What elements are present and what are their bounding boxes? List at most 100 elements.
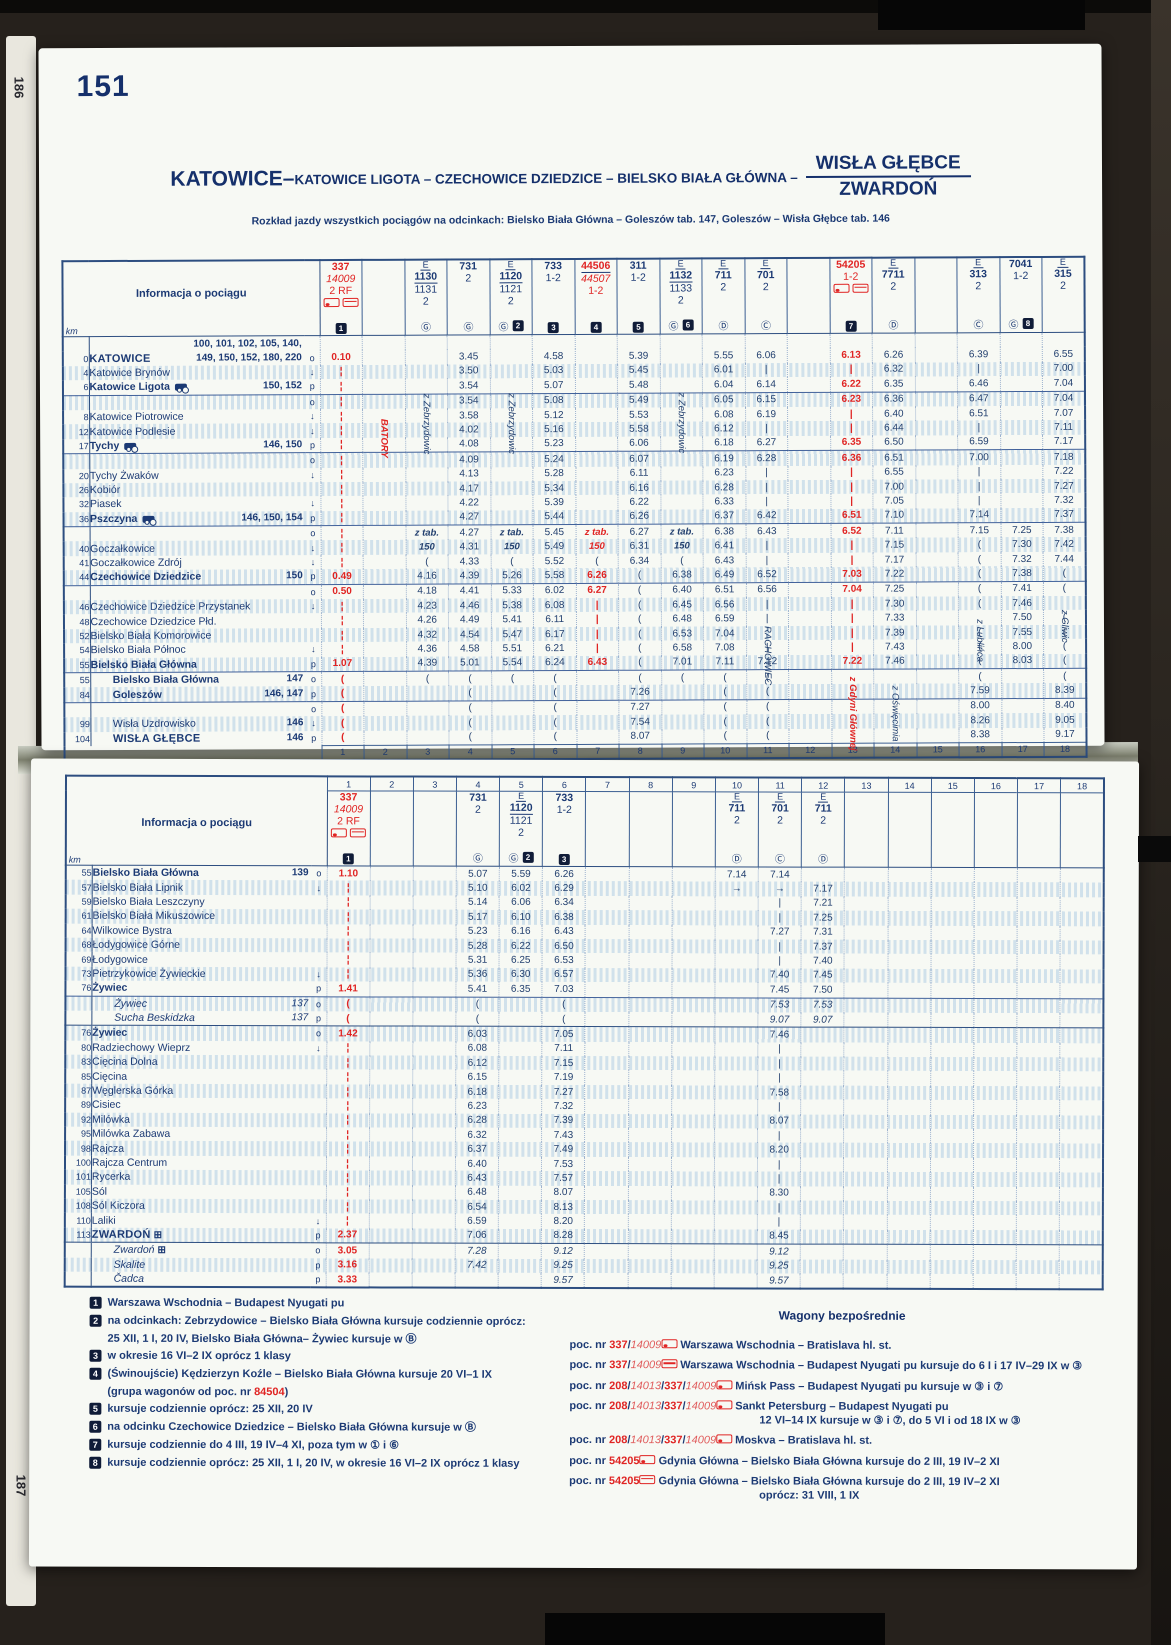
time-cell: 150: [405, 540, 449, 555]
class-info: 2: [720, 281, 727, 294]
time-cell: 7.07: [1042, 405, 1086, 421]
time-cell: [1060, 983, 1104, 999]
time-cell: 7.31: [801, 925, 845, 940]
time-cell: ¦: [320, 423, 363, 438]
train-column-header: [413, 791, 457, 867]
time-cell: 5.39: [617, 349, 660, 364]
time-cell: 6.51: [830, 508, 874, 524]
time-cell: 6.27: [745, 435, 788, 451]
time-value: 4.27: [459, 511, 480, 523]
time-cell: [1001, 683, 1044, 699]
time-value: 4.46: [459, 600, 480, 612]
time-cell: [628, 1099, 672, 1114]
train-number: 731: [459, 260, 477, 273]
time-cell: [363, 656, 407, 672]
time-value: (: [723, 716, 727, 728]
time-cell: [369, 938, 413, 953]
time-cell: 5.54: [491, 655, 534, 671]
time-value: 5.24: [544, 453, 564, 465]
time-value: 8.20: [769, 1144, 789, 1156]
time-cell: [800, 1085, 845, 1100]
time-value: 6.21: [545, 642, 565, 655]
station-name: Tychy Żwaków: [89, 469, 159, 482]
time-cell: [973, 1012, 1017, 1028]
column-number: 12: [789, 743, 832, 758]
time-cell: (: [326, 1011, 370, 1027]
station-name: Goczałkowice: [90, 542, 155, 555]
time-value: 7.27: [553, 1086, 574, 1098]
arrival-departure-marker: p: [315, 1230, 321, 1241]
time-value: 4.08: [459, 438, 479, 450]
time-value: |: [765, 467, 768, 479]
time-cell: ¦: [320, 613, 364, 628]
time-cell: ¦: [325, 1156, 370, 1171]
time-value: 5.07: [468, 868, 488, 880]
time-cell: [800, 1171, 844, 1187]
time-cell: (: [448, 685, 492, 701]
arrival-departure-marker: [311, 1127, 326, 1141]
time-cell: [491, 700, 534, 716]
time-value: ¦: [346, 1172, 349, 1184]
time-value: 8.45: [769, 1230, 789, 1242]
time-value: 4.58: [460, 643, 480, 655]
time-cell: [1060, 1013, 1104, 1029]
time-cell: 4.33: [448, 554, 491, 569]
time-value: (: [637, 599, 642, 611]
station-name: Sól: [91, 1185, 108, 1198]
arrival-departure-marker: ↓: [310, 425, 315, 436]
time-cell: [491, 685, 534, 701]
column-number: 8: [629, 777, 673, 792]
column-number: 9: [672, 777, 716, 792]
time-value: 5.23: [544, 438, 564, 450]
time-cell: 0.49: [320, 569, 364, 585]
time-cell: 5.55: [702, 348, 745, 364]
time-cell: [369, 1199, 413, 1214]
time-cell: [973, 968, 1018, 984]
time-value: |: [850, 598, 854, 610]
arrival-departure-marker: ↓: [310, 557, 316, 568]
time-cell: [628, 1012, 672, 1028]
time-cell: [369, 1127, 413, 1142]
time-value: 6.30: [510, 969, 531, 981]
column-number: 16: [959, 742, 1002, 758]
time-value: ¦: [340, 556, 344, 568]
station-name: Katowice Brynów: [89, 366, 170, 380]
bus-icon: [142, 515, 155, 523]
arrival-departure-marker: o: [311, 996, 327, 1012]
time-cell: [843, 1215, 887, 1230]
time-cell: 6.32: [872, 362, 915, 377]
time-cell: [788, 596, 831, 612]
time-cell: [575, 422, 618, 437]
time-cell: [887, 925, 931, 940]
time-value: 8.07: [630, 730, 650, 742]
station-name: Bielsko Biała Mikuszowice: [92, 910, 216, 923]
time-value: (: [723, 671, 727, 684]
time-cell: 6.55: [1042, 347, 1085, 362]
time-cell: 6.03: [455, 1026, 500, 1042]
time-value: ¦: [339, 425, 343, 437]
time-cell: [498, 1156, 542, 1172]
time-cell: 6.59: [957, 434, 1001, 450]
time-cell: 5.44: [532, 509, 576, 525]
time-cell: [916, 668, 959, 684]
time-value: 5.51: [502, 643, 523, 655]
time-value: |: [595, 628, 599, 640]
time-cell: [973, 1085, 1017, 1101]
time-cell: 7.39: [541, 1113, 586, 1129]
time-value: 6.57: [554, 969, 574, 981]
time-value: (: [638, 656, 642, 668]
time-value: 9.25: [769, 1260, 789, 1272]
time-cell: 7.01: [661, 655, 704, 671]
km-value: 61: [65, 908, 93, 924]
time-cell: [498, 1185, 542, 1200]
time-value: ¦: [346, 1215, 349, 1227]
time-cell: [628, 924, 672, 940]
time-value: (: [977, 539, 982, 551]
time-cell: 7.50: [801, 982, 845, 998]
time-cell: [800, 1056, 845, 1072]
time-value: 6.51: [969, 407, 989, 419]
time-cell: 7.27: [618, 699, 662, 715]
time-cell: [585, 1084, 629, 1100]
time-value: 5.31: [467, 954, 488, 966]
time-cell: 6.19: [745, 407, 788, 422]
